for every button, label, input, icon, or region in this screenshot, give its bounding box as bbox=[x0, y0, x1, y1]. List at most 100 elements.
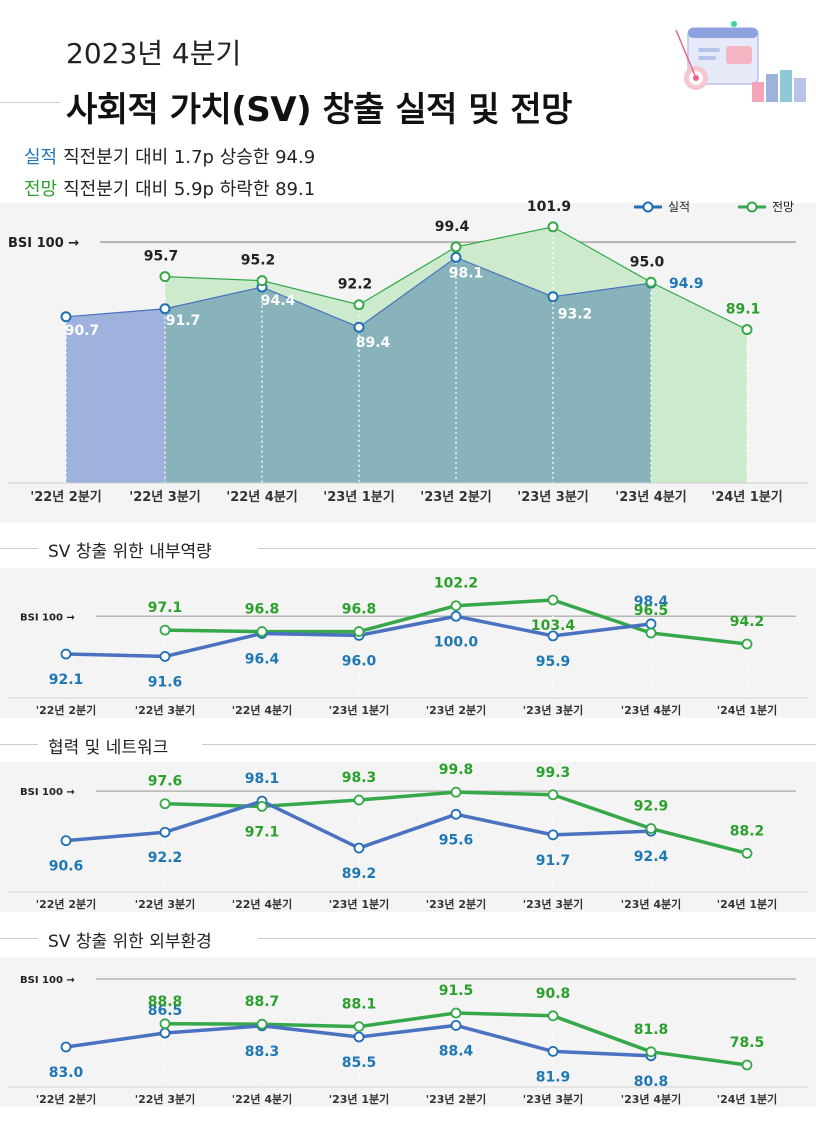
forecast-point bbox=[159, 624, 171, 636]
summary-actual-label: 실적 bbox=[24, 147, 58, 168]
actual-point bbox=[60, 311, 72, 323]
actual-data-label: 85.5 bbox=[342, 1055, 377, 1071]
forecast-data-label: 97.1 bbox=[245, 824, 280, 840]
actual-data-label: 100.0 bbox=[434, 634, 479, 650]
forecast-data-label: 90.8 bbox=[536, 986, 571, 1002]
forecast-point bbox=[353, 794, 365, 806]
actual-point bbox=[159, 1027, 171, 1039]
forecast-data-label: 94.2 bbox=[730, 614, 765, 630]
x-tick-label: '23년 2분기 bbox=[426, 897, 487, 911]
forecast-point bbox=[256, 1018, 268, 1030]
forecast-data-label: 92.2 bbox=[338, 277, 373, 293]
section-rule-external-right bbox=[258, 938, 816, 939]
actual-data-label: 95.6 bbox=[439, 832, 474, 848]
x-tick-label: '24년 1분기 bbox=[717, 703, 778, 717]
forecast-point bbox=[256, 800, 268, 812]
actual-data-label: 90.6 bbox=[49, 859, 84, 875]
x-tick-label: '24년 1분기 bbox=[717, 1092, 778, 1106]
x-tick-label: '22년 3분기 bbox=[129, 490, 201, 505]
legend-forecast-label: 전망 bbox=[772, 200, 794, 214]
actual-data-label: 81.9 bbox=[536, 1069, 571, 1085]
network-line-chart: BSI 100 → 90.6 92.2 98.1 89.2 95.6 91.7 92.4 97.… bbox=[8, 762, 808, 911]
actual-area-overlap bbox=[165, 257, 651, 483]
x-tick-label: '22년 2분기 bbox=[36, 1092, 97, 1106]
forecast-data-label: 95.7 bbox=[144, 249, 179, 265]
actual-data-label: 94.4 bbox=[261, 293, 296, 309]
actual-data-label: 94.9 bbox=[669, 276, 704, 292]
actual-data-label: 88.4 bbox=[439, 1043, 474, 1059]
actual-point bbox=[450, 251, 462, 263]
forecast-point bbox=[450, 241, 462, 253]
legend-forecast-marker bbox=[746, 201, 758, 213]
forecast-data-label: 95.2 bbox=[241, 253, 276, 269]
x-tick-label: '23년 3분기 bbox=[523, 1092, 584, 1106]
actual-point bbox=[450, 610, 462, 622]
x-tick-label: '23년 1분기 bbox=[323, 490, 395, 505]
actual-point bbox=[60, 835, 72, 847]
forecast-data-label: 97.1 bbox=[148, 600, 183, 616]
forecast-point bbox=[741, 847, 753, 859]
forecast-data-label: 99.8 bbox=[439, 762, 474, 778]
forecast-data-label: 97.6 bbox=[148, 774, 183, 790]
forecast-point bbox=[353, 299, 365, 311]
x-tick-label: '23년 4분기 bbox=[621, 897, 682, 911]
internal-capacity-line-chart: BSI 100 → 92.1 91.6 96.4 96.0 100.0 95.9 98.4 97… bbox=[8, 576, 808, 717]
forecast-point bbox=[159, 798, 171, 810]
forecast-data-label: 96.8 bbox=[245, 602, 280, 618]
forecast-point bbox=[645, 823, 657, 834]
x-tick-label: '23년 2분기 bbox=[420, 490, 492, 505]
internal-chart-panel bbox=[0, 568, 816, 718]
actual-point bbox=[450, 808, 462, 820]
actual-point bbox=[547, 630, 559, 642]
actual-data-label: 83.0 bbox=[49, 1065, 84, 1081]
forecast-point bbox=[547, 594, 559, 606]
forecast-data-label: 78.5 bbox=[730, 1035, 765, 1051]
x-tick-label: '23년 4분기 bbox=[615, 490, 687, 505]
x-tick-label: '23년 1분기 bbox=[329, 1092, 390, 1106]
x-tick-label: '22년 3분기 bbox=[135, 897, 196, 911]
report-period: 2023년 4분기 bbox=[66, 37, 242, 70]
x-tick-label: '23년 4분기 bbox=[621, 703, 682, 717]
forecast-data-label: 99.4 bbox=[435, 219, 470, 235]
forecast-point bbox=[741, 1059, 753, 1071]
bsi-100-label: BSI 100 → bbox=[20, 787, 75, 798]
actual-area-initial bbox=[66, 308, 165, 483]
section-title-external: SV 창출 위한 외부환경 bbox=[48, 932, 212, 952]
actual-data-label: 98.1 bbox=[449, 265, 484, 281]
x-tick-label: '22년 4분기 bbox=[232, 703, 293, 717]
actual-data-label: 91.7 bbox=[166, 313, 201, 329]
actual-data-label: 89.2 bbox=[342, 866, 377, 882]
forecast-data-label: 96.5 bbox=[634, 603, 669, 619]
actual-data-label: 93.2 bbox=[558, 307, 593, 323]
forecast-point bbox=[645, 627, 657, 639]
forecast-data-label: 92.9 bbox=[634, 799, 669, 815]
actual-data-label: 92.1 bbox=[49, 672, 84, 688]
actual-point bbox=[60, 648, 72, 660]
actual-data-label: 90.7 bbox=[65, 323, 100, 339]
x-tick-label: '22년 3분기 bbox=[135, 703, 196, 717]
forecast-data-label: 81.8 bbox=[634, 1022, 669, 1038]
actual-data-label: 92.2 bbox=[148, 850, 183, 866]
summary-actual: 실적 직전분기 대비 1.7p 상승한 94.9 bbox=[24, 143, 315, 169]
forecast-data-label: 99.3 bbox=[536, 765, 571, 781]
section-rule-external bbox=[0, 938, 38, 939]
actual-point bbox=[547, 829, 559, 841]
actual-point bbox=[353, 842, 365, 854]
actual-data-label: 91.7 bbox=[536, 853, 571, 869]
forecast-data-label: 103.4 bbox=[531, 618, 576, 634]
forecast-data-label: 98.3 bbox=[342, 770, 377, 786]
forecast-data-label: 91.5 bbox=[439, 983, 474, 999]
forecast-point bbox=[741, 324, 753, 336]
actual-line bbox=[65, 799, 652, 850]
x-tick-label: '22년 2분기 bbox=[36, 897, 97, 911]
x-tick-label: '23년 3분기 bbox=[523, 703, 584, 717]
actual-point bbox=[547, 1046, 559, 1057]
forecast-point bbox=[645, 276, 657, 288]
x-tick-label: '23년 3분기 bbox=[517, 490, 589, 505]
actual-data-label: 98.1 bbox=[245, 771, 280, 787]
forecast-point bbox=[547, 1010, 559, 1022]
summary-forecast-label: 전망 bbox=[24, 179, 58, 200]
forecast-point bbox=[450, 1007, 462, 1019]
x-tick-label: '23년 1분기 bbox=[329, 897, 390, 911]
x-tick-label: '22년 4분기 bbox=[232, 1092, 293, 1106]
